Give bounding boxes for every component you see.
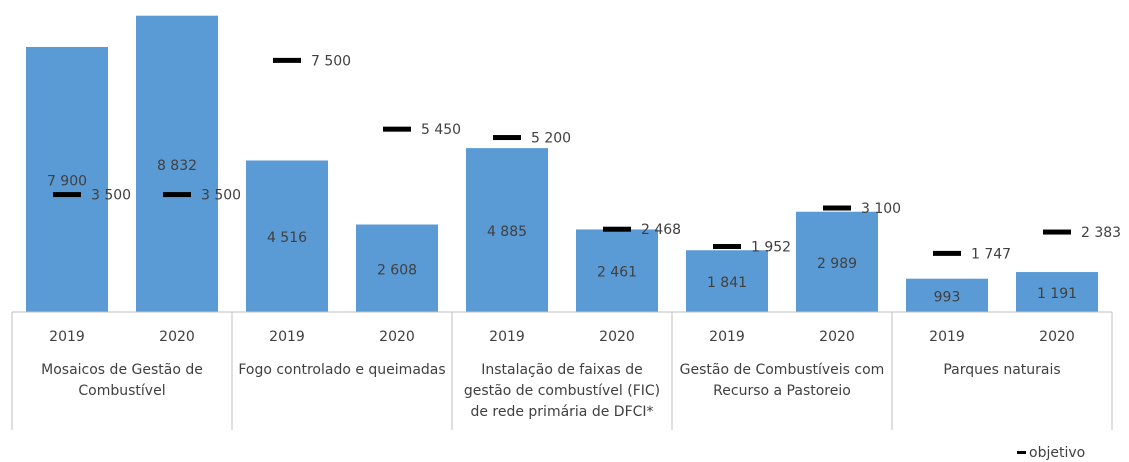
x-tick-label: 2019 [709, 329, 745, 345]
x-tick-label: 2020 [819, 329, 855, 345]
target-marker [163, 192, 191, 198]
x-tick-label: 2019 [929, 329, 965, 345]
x-tick-label: 2019 [49, 329, 85, 345]
target-value-label: 5 450 [421, 122, 461, 138]
bar [576, 229, 658, 312]
target-value-label: 1 747 [971, 246, 1011, 262]
group-label: Gestão de Combustíveis com Recurso a Pas… [679, 362, 885, 399]
bar-value-label: 1 191 [1037, 286, 1077, 302]
group-label: Fogo controlado e queimadas [238, 362, 446, 378]
target-marker [493, 135, 521, 141]
target-value-label: 3 500 [201, 188, 241, 204]
target-value-label: 2 468 [641, 222, 681, 238]
group-label: Mosaicos de Gestão de Combustível [41, 362, 203, 399]
target-marker [713, 244, 741, 250]
bar [796, 211, 878, 312]
target-value-label: 2 383 [1081, 225, 1121, 241]
bar-value-label: 1 841 [707, 275, 747, 291]
target-marker [823, 205, 851, 211]
target-marker [53, 192, 81, 198]
bar-value-label: 4 516 [267, 230, 307, 246]
target-marker [273, 57, 301, 63]
x-tick-label: 2019 [489, 329, 525, 345]
bar-value-label: 993 [934, 289, 961, 305]
bar-value-label: 2 608 [377, 262, 417, 278]
target-value-label: 3 500 [91, 188, 131, 204]
bar [136, 15, 218, 312]
x-tick-label: 2020 [159, 329, 195, 345]
target-marker [603, 226, 631, 232]
target-value-label: 5 200 [531, 131, 571, 147]
target-marker [383, 126, 411, 132]
x-tick-label: 2020 [379, 329, 415, 345]
group-label: Parques naturais [943, 362, 1061, 378]
bar-value-label: 8 832 [157, 158, 197, 174]
group-label: Instalação de faixas de gestão de combus… [463, 362, 661, 420]
bar [686, 250, 768, 312]
bar-value-label: 7 900 [47, 173, 87, 189]
bar [356, 224, 438, 312]
x-tick-label: 2019 [269, 329, 305, 345]
target-marker [933, 250, 961, 256]
bar [246, 160, 328, 312]
bar-value-label: 2 461 [597, 265, 637, 281]
x-tick-label: 2020 [1039, 329, 1075, 345]
bar-value-label: 2 989 [817, 256, 857, 272]
legend-swatch [1017, 451, 1026, 454]
bar-value-label: 4 885 [487, 224, 527, 240]
target-value-label: 1 952 [751, 240, 791, 256]
bar [26, 46, 108, 312]
bar [466, 148, 548, 312]
bar [1016, 272, 1098, 312]
bar [906, 278, 988, 312]
target-value-label: 3 100 [861, 201, 901, 217]
x-tick-label: 2020 [599, 329, 635, 345]
target-value-label: 7 500 [311, 53, 351, 69]
legend-label: objetivo [1029, 445, 1085, 461]
target-marker [1043, 229, 1071, 235]
